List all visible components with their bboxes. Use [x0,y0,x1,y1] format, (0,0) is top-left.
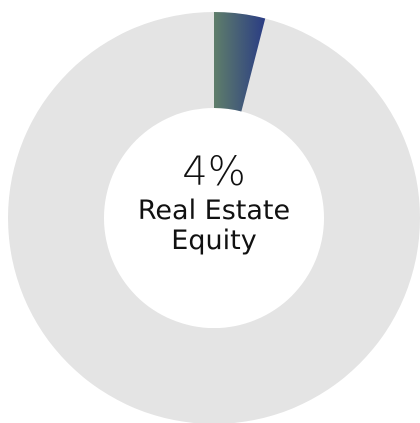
segment [214,12,266,112]
track [8,12,420,423]
value-label: 4% [182,149,246,195]
category-label: Real Estate Equity [137,195,291,256]
center-label: 4% Real Estate Equity [114,148,314,256]
